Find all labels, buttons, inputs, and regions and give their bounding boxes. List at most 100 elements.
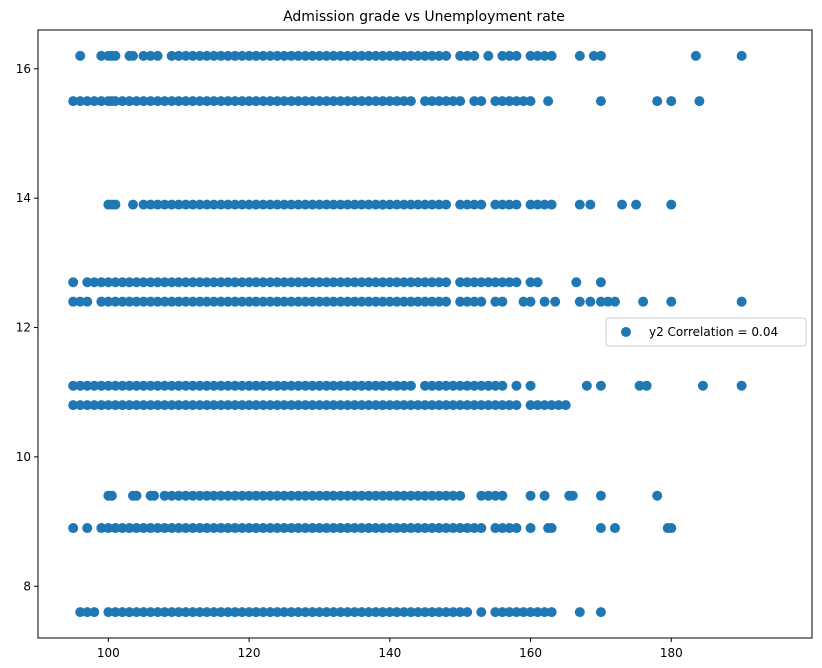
scatter-point [609,296,620,307]
scatter-point [328,523,339,534]
scatter-point [286,296,297,307]
scatter-point [483,50,494,61]
scatter-point [208,96,219,107]
scatter-point [124,400,135,411]
scatter-point [244,490,255,501]
scatter-point [131,607,142,618]
scatter-point [187,490,198,501]
scatter-point [131,380,142,391]
scatter-point [208,50,219,61]
scatter-point [230,277,241,288]
scatter-point [201,50,212,61]
scatter-point [180,50,191,61]
scatter-point [314,523,325,534]
scatter-point [370,96,381,107]
scatter-point [497,277,508,288]
chart-title: Admission grade vs Unemployment rate [283,9,565,25]
scatter-point [504,96,515,107]
scatter-point [328,400,339,411]
scatter-point [194,296,205,307]
legend: y2 Correlation = 0.04 [605,317,807,347]
scatter-point [127,199,138,210]
scatter-point [124,380,135,391]
scatter-point [525,199,536,210]
scatter-point [602,296,613,307]
scatter-point [434,296,445,307]
scatter-point [145,277,156,288]
scatter-point [230,50,241,61]
scatter-point [159,607,170,618]
scatter-point [106,490,117,501]
scatter-point [434,400,445,411]
scatter-point [173,277,184,288]
scatter-point [159,380,170,391]
x-tick-label: 160 [519,646,542,660]
scatter-point [237,490,248,501]
scatter-point [208,380,219,391]
scatter-point [342,50,353,61]
scatter-point [208,199,219,210]
scatter-point [75,607,86,618]
scatter-point [117,523,128,534]
scatter-point [159,296,170,307]
scatter-point [173,296,184,307]
scatter-point [384,490,395,501]
scatter-point [476,296,487,307]
scatter-point [244,50,255,61]
scatter-point [215,380,226,391]
scatter-point [391,96,402,107]
scatter-point [441,296,452,307]
scatter-point [230,296,241,307]
scatter-point [215,523,226,534]
scatter-point [194,607,205,618]
scatter-point [215,277,226,288]
scatter-point [420,490,430,501]
scatter-point [265,607,276,618]
scatter-point [215,199,226,210]
scatter-point [300,277,311,288]
scatter-point [145,523,156,534]
scatter-point [237,50,248,61]
scatter-point [82,96,93,107]
scatter-point [180,380,191,391]
scatter-point [166,490,177,501]
scatter-point [476,523,487,534]
scatter-point [384,96,395,107]
scatter-point [462,296,473,307]
scatter-point [293,400,304,411]
scatter-point [222,607,233,618]
scatter-point [279,380,290,391]
scatter-point [420,277,430,288]
scatter-point [550,296,561,307]
scatter-point [82,296,93,307]
scatter-point [307,50,318,61]
scatter-point [138,199,149,210]
scatter-point [455,96,466,107]
scatter-point [110,296,121,307]
scatter-point [335,490,346,501]
scatter-point [441,400,452,411]
scatter-point [251,400,262,411]
scatter-point [258,199,269,210]
scatter-point [483,400,494,411]
scatter-point [476,490,487,501]
scatter-point [736,296,747,307]
scatter-point [237,199,248,210]
scatter-point [244,277,255,288]
scatter-point [152,96,163,107]
scatter-point [159,277,170,288]
scatter-point [110,50,121,61]
scatter-point [391,490,402,501]
scatter-point [272,96,283,107]
scatter-point [455,400,466,411]
scatter-point [384,380,395,391]
scatter-point [412,296,423,307]
scatter-point [230,400,241,411]
scatter-point [641,380,652,391]
scatter-point [405,523,416,534]
scatter-point [384,199,395,210]
scatter-point [222,96,233,107]
scatter-point [441,490,452,501]
scatter-point [293,277,304,288]
scatter-point [462,50,473,61]
